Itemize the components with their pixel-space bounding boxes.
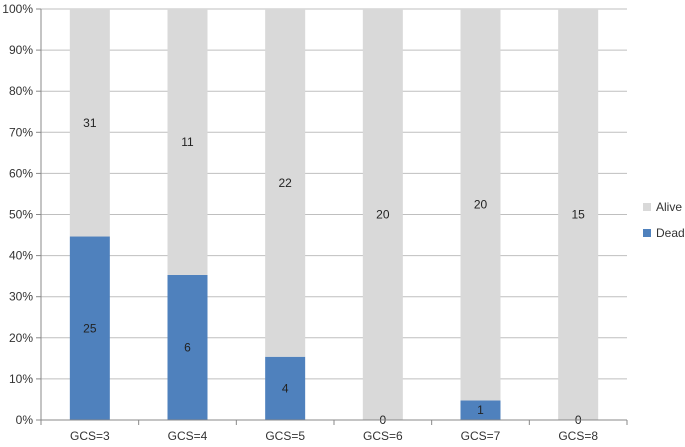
data-label-alive: 20 xyxy=(474,198,488,212)
axes: 0% 10% 20% 30% 40% 50% 60% 70% 80% 90% 100% GCS=3 GC… xyxy=(2,2,628,443)
y-tick-label: 30% xyxy=(9,290,33,304)
legend-label-alive: Alive xyxy=(656,200,682,214)
y-tick-label: 0% xyxy=(16,413,34,427)
legend: Alive Dead xyxy=(643,200,685,240)
legend-label-dead: Dead xyxy=(656,226,685,240)
y-tick-label: 50% xyxy=(9,208,33,222)
data-label-alive: 20 xyxy=(376,208,390,222)
bar-dead-gcs-4 xyxy=(167,274,208,420)
bar-alive-gcs-8 xyxy=(558,9,599,420)
data-label-alive: 22 xyxy=(278,176,292,190)
bar-alive-gcs-6 xyxy=(362,9,403,420)
x-tick-label: GCS=3 xyxy=(70,429,110,443)
y-tick-label: 70% xyxy=(9,125,33,139)
bar-alive-gcs-5 xyxy=(265,9,306,357)
y-tick-label: 10% xyxy=(9,372,33,386)
data-label-dead: 6 xyxy=(184,340,191,354)
x-tick-label: GCS=6 xyxy=(363,429,403,443)
gridlines xyxy=(41,8,627,421)
x-tick-label: GCS=7 xyxy=(461,429,501,443)
bar-alive-gcs-4 xyxy=(167,9,208,275)
bar-dead-gcs-5 xyxy=(265,356,306,420)
x-tick-label: GCS=5 xyxy=(265,429,305,443)
y-tick-label: 40% xyxy=(9,249,33,263)
bar-alive-gcs-7 xyxy=(460,9,501,401)
legend-swatch-alive xyxy=(643,203,651,211)
y-tick-label: 90% xyxy=(9,43,33,57)
y-tick-label: 80% xyxy=(9,84,33,98)
x-tick-label: GCS=8 xyxy=(558,429,598,443)
data-label-alive: 11 xyxy=(181,135,194,149)
data-label-alive: 31 xyxy=(83,116,97,130)
y-tick-label: 20% xyxy=(9,331,33,345)
bar-dead-gcs-3 xyxy=(69,236,110,420)
data-label-alive: 15 xyxy=(571,208,585,222)
x-tick-label: GCS=4 xyxy=(168,429,208,443)
bar-dead-gcs-7 xyxy=(460,400,501,420)
data-label-dead: 25 xyxy=(83,321,97,335)
bar-alive-gcs-3 xyxy=(69,9,110,237)
bars xyxy=(69,9,599,420)
y-tick-label: 100% xyxy=(2,2,33,16)
data-label-dead: 1 xyxy=(477,403,484,417)
data-label-dead: 4 xyxy=(282,381,289,395)
legend-swatch-dead xyxy=(643,229,651,237)
y-tick-label: 60% xyxy=(9,166,33,180)
